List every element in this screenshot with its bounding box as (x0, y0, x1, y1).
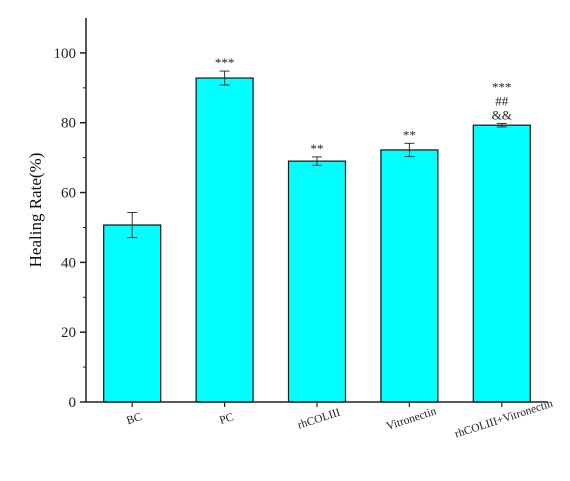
bar-bc (103, 224, 162, 403)
error-bar (219, 70, 230, 86)
x-tick-label: PC (218, 411, 235, 427)
bar-vitronectin (380, 149, 439, 403)
y-tick-label: 100 (54, 46, 77, 62)
bar-rhcoliii-vitronectin (472, 124, 531, 403)
y-tick-label: 0 (69, 395, 77, 411)
bar-pc (195, 77, 254, 403)
significance-label: *** (215, 55, 235, 70)
significance-label: && (492, 107, 512, 122)
y-tick-label: 20 (61, 325, 76, 341)
y-ticks: 0 20 40 60 80 100 (54, 46, 86, 411)
error-bar (404, 142, 415, 158)
bar-rhcoliii (287, 160, 347, 403)
y-tick-label: 40 (61, 255, 76, 271)
x-tick-label: rhCOLIII+Vitronectin (453, 398, 554, 441)
y-tick-label: 60 (61, 186, 76, 202)
error-bar (312, 156, 322, 166)
significance-label: ** (311, 141, 324, 156)
x-tick-labels: BC PC rhCOLIII Vitronectin rhCOLIII+Vitronec… (125, 398, 554, 441)
x-tick-label: BC (125, 411, 144, 427)
significance-label: ## (495, 93, 509, 108)
y-axis-title: Healing Rate(%) (26, 153, 45, 268)
x-tick-label: Vitronectin (385, 405, 438, 432)
y-tick-label: 80 (61, 116, 76, 132)
significance-labels: **********##&& (215, 55, 512, 156)
error-bar (127, 211, 138, 239)
error-bar (496, 122, 507, 128)
significance-label: *** (492, 79, 512, 94)
bars-layer (103, 77, 531, 403)
error-bars-layer (127, 70, 507, 239)
x-tick-label: rhCOLIII (296, 407, 342, 432)
significance-label: ** (403, 127, 416, 142)
